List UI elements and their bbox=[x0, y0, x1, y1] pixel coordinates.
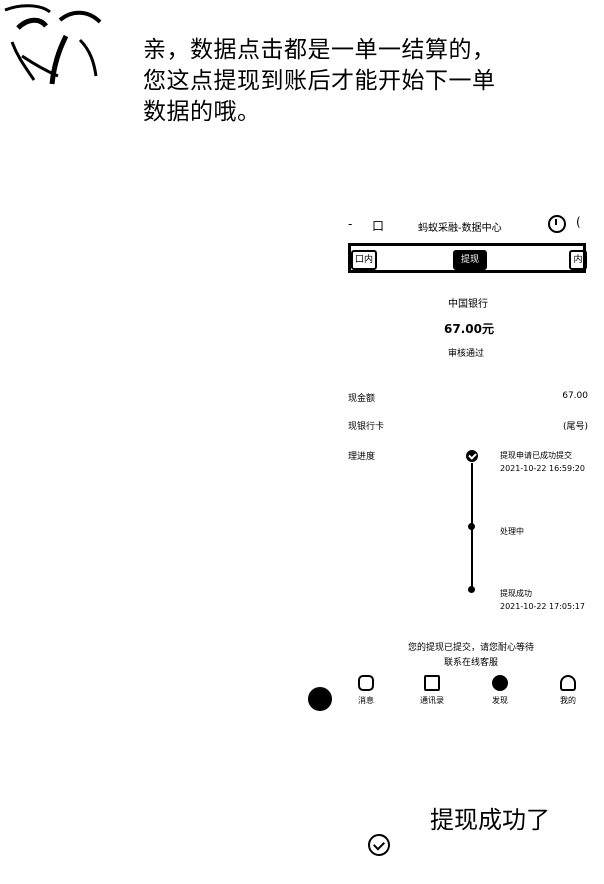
banner-withdraw-tab[interactable]: 提现 bbox=[453, 250, 487, 270]
timeline-step: 处理中 bbox=[500, 525, 524, 538]
timeline-step-title: 提现成功 bbox=[500, 589, 532, 598]
detail-value: (尾号) bbox=[562, 422, 588, 432]
nav-contacts[interactable]: 通讯录 bbox=[412, 675, 452, 706]
chat-message-bubble: 亲，数据点击都是一单一结算的， 您这点提现到账后才能开始下一单 数据的哦。 bbox=[143, 35, 583, 128]
avatar bbox=[4, 4, 102, 85]
edge-glyph: ( bbox=[576, 215, 581, 229]
withdraw-amount: 67.00元 bbox=[444, 322, 494, 336]
detail-label: 现银行卡 bbox=[348, 422, 385, 432]
timeline-step-title: 处理中 bbox=[500, 527, 524, 536]
timeline-step: 提现成功 2021-10-22 17:05:17 bbox=[500, 587, 585, 613]
timeline-step-title: 提现申请已成功提交 bbox=[500, 451, 572, 460]
chat-message-line: 数据的哦。 bbox=[143, 99, 261, 125]
timeline-step: 提现申请已成功提交 2021-10-22 16:59:20 bbox=[500, 449, 585, 475]
contacts-icon bbox=[424, 675, 440, 691]
timeline-check-icon bbox=[466, 450, 478, 462]
timeline-dot-icon bbox=[468, 586, 475, 593]
detail-label: 理进度 bbox=[348, 452, 376, 462]
timeline-dot-icon bbox=[468, 523, 475, 530]
nav-label: 发现 bbox=[492, 696, 508, 705]
nav-messages[interactable]: 消息 bbox=[346, 675, 386, 706]
app-icon: 口 bbox=[372, 219, 385, 233]
bank-name: 中国银行 bbox=[448, 299, 488, 310]
detail-value: 67.00 bbox=[562, 391, 588, 401]
screenshot-header: - 口 蚂蚁采融-数据中心 ( bbox=[344, 215, 604, 235]
notice-line: 您的提现已提交，请您耐心等待 bbox=[407, 643, 534, 653]
nav-label: 通讯录 bbox=[420, 696, 444, 705]
timeline-step-time: 2021-10-22 17:05:17 bbox=[500, 602, 585, 611]
screenshot-title: 蚂蚁采融-数据中心 bbox=[418, 223, 502, 234]
nav-label: 消息 bbox=[358, 696, 374, 705]
detail-row: 现金额 67.00 bbox=[348, 391, 588, 407]
clock-icon[interactable] bbox=[548, 215, 566, 233]
withdraw-status: 审核通过 bbox=[448, 349, 485, 359]
back-icon[interactable]: - bbox=[348, 217, 353, 231]
withdraw-banner: 口内 提现 内 bbox=[348, 243, 587, 273]
nav-label: 我的 bbox=[560, 696, 576, 705]
discover-icon bbox=[492, 675, 508, 691]
nav-discover[interactable]: 发现 bbox=[480, 675, 520, 706]
embedded-screenshot: - 口 蚂蚁采融-数据中心 ( 口内 提现 内 中国银行 67.00元 审核通过… bbox=[300, 205, 604, 725]
withdraw-notice: 您的提现已提交，请您耐心等待 联系在线客服 bbox=[396, 641, 546, 671]
success-check-icon bbox=[368, 834, 390, 856]
detail-label: 现金额 bbox=[348, 394, 376, 404]
nav-profile[interactable]: 我的 bbox=[548, 675, 588, 706]
banner-left-tab[interactable]: 口内 bbox=[351, 250, 377, 270]
chat-message-line: 亲，数据点击都是一单一结算的， bbox=[143, 37, 496, 63]
detail-row: 理进度 bbox=[348, 449, 588, 465]
reply-message: 提现成功了 bbox=[430, 806, 550, 834]
banner-right-tab[interactable]: 内 bbox=[569, 250, 587, 270]
profile-icon bbox=[560, 675, 576, 691]
floating-chat-button[interactable] bbox=[308, 687, 332, 711]
contact-support-link[interactable]: 联系在线客服 bbox=[443, 658, 498, 668]
detail-row: 现银行卡 (尾号) bbox=[348, 419, 588, 435]
message-icon bbox=[358, 675, 374, 691]
timeline-step-time: 2021-10-22 16:59:20 bbox=[500, 464, 585, 473]
chat-message-line: 您这点提现到账后才能开始下一单 bbox=[143, 68, 496, 94]
